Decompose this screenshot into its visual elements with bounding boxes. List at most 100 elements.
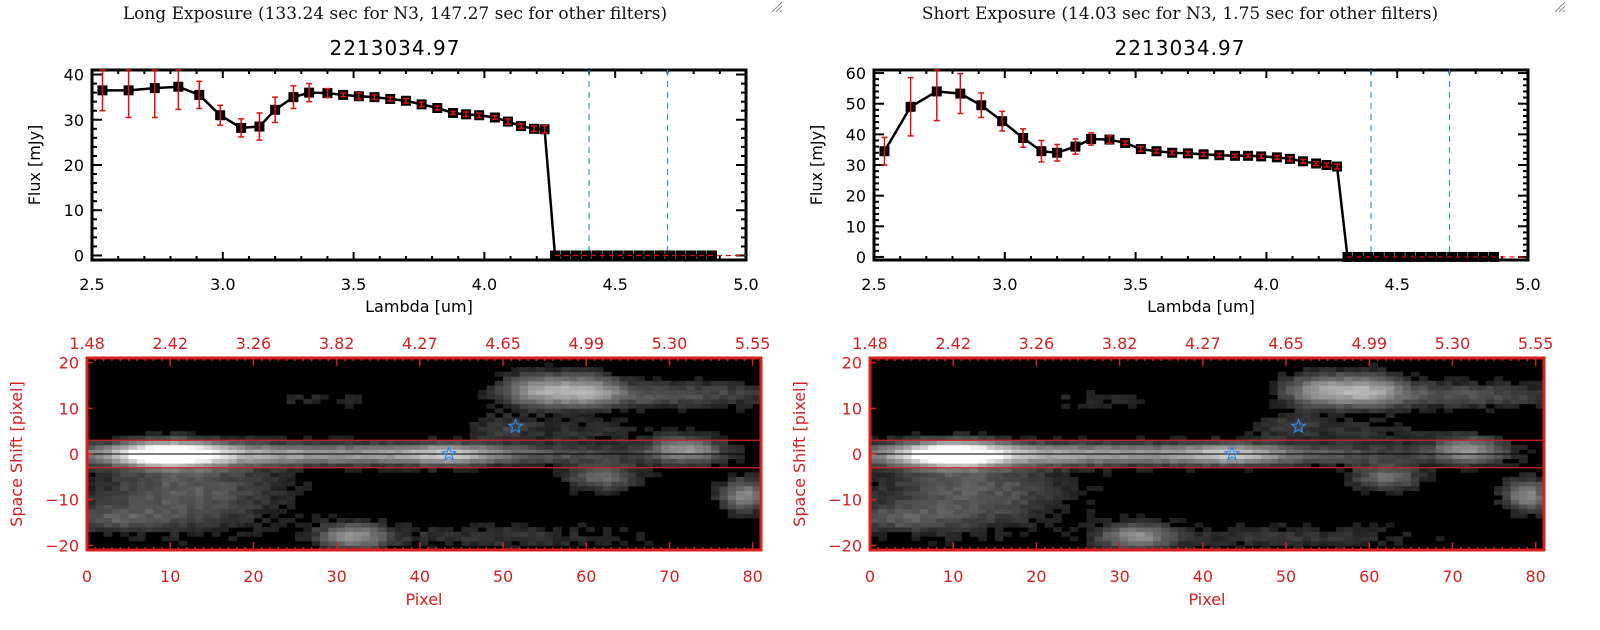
image-pixel	[386, 527, 396, 533]
image-pixel	[744, 490, 754, 496]
image-pixel	[1410, 472, 1420, 478]
image-pixel	[986, 513, 996, 519]
image-pixel	[1360, 463, 1370, 469]
image-pixel	[161, 481, 171, 487]
image-pixel	[1402, 481, 1412, 487]
image-pixel	[1028, 513, 1037, 519]
image-pixel	[87, 476, 96, 482]
image-pixel	[111, 435, 121, 441]
image-pixel	[1444, 444, 1453, 450]
image-pixel	[353, 522, 362, 528]
image-pixel	[1269, 454, 1279, 459]
image-pixel	[228, 435, 238, 441]
image-pixel	[319, 394, 329, 400]
image-pixel	[1360, 540, 1370, 546]
image-pixel	[136, 495, 146, 501]
image-pixel	[1410, 399, 1420, 405]
image-pixel	[594, 444, 604, 450]
image-pixel	[261, 454, 271, 459]
image-pixel	[444, 463, 454, 469]
image-pixel	[969, 490, 979, 496]
image-pixel	[886, 504, 896, 510]
image-pixel	[1419, 449, 1428, 455]
image-pixel	[669, 454, 679, 459]
image-pixel	[186, 513, 196, 519]
image-pixel	[461, 454, 471, 459]
resize-grip-icon[interactable]	[770, 0, 782, 12]
image-pixel	[270, 481, 279, 487]
image-pixel	[494, 531, 504, 537]
image-pixel	[461, 463, 471, 469]
image-pixel	[1385, 467, 1395, 473]
image-pixel	[1452, 431, 1462, 437]
image-pixel	[1527, 399, 1537, 405]
image-pixel	[644, 463, 654, 469]
image-pixel	[1502, 390, 1512, 395]
image-pixel	[1419, 458, 1428, 464]
image-pixel	[1294, 390, 1304, 395]
image-pixel	[128, 476, 138, 482]
image-pixel	[120, 454, 130, 459]
image-pixel	[486, 394, 496, 400]
image-pixel	[1053, 476, 1062, 482]
image-pixel	[1269, 399, 1279, 405]
image-pixel	[111, 495, 121, 501]
image-pixel	[552, 440, 562, 446]
image-pixel	[478, 463, 487, 469]
image-pixel	[719, 394, 729, 400]
image-pixel	[886, 472, 896, 478]
image-pixel	[1169, 545, 1179, 551]
image-pixel	[286, 454, 296, 459]
image-pixel	[519, 385, 529, 391]
image-pixel	[236, 481, 246, 487]
image-pixel	[969, 454, 979, 459]
image-pixel	[186, 444, 196, 450]
image-pixel	[911, 431, 921, 437]
image-pixel	[1094, 536, 1104, 542]
image-pixel	[295, 513, 304, 519]
image-pixel	[919, 435, 929, 441]
image-pixel	[878, 440, 888, 446]
image-pixel	[1161, 458, 1170, 464]
image-pixel	[919, 444, 929, 450]
image-pixel	[1294, 399, 1304, 405]
image-pixel	[369, 449, 379, 455]
image-pixel	[103, 490, 113, 496]
image-pixel	[1286, 454, 1295, 459]
image-pixel	[619, 431, 629, 437]
image-pixel	[586, 385, 595, 391]
image-pixel	[1402, 454, 1412, 459]
image-pixel	[594, 540, 604, 546]
image-pixel	[636, 444, 645, 450]
image-pixel	[1394, 385, 1403, 391]
image-pixel	[461, 536, 471, 542]
image-pixel	[644, 472, 654, 478]
image-pixel	[278, 481, 288, 487]
image-pixel	[1261, 527, 1270, 533]
image-pixel	[419, 440, 429, 446]
image-pixel	[577, 380, 587, 386]
image-pixel	[170, 508, 179, 514]
image-pixel	[961, 499, 971, 505]
image-pixel	[111, 504, 121, 510]
image-pixel	[961, 444, 971, 450]
image-pixel	[1011, 440, 1021, 446]
image-pixel	[569, 431, 579, 437]
image-pixel	[178, 440, 188, 446]
image-pixel	[494, 435, 504, 441]
image-pixel	[636, 385, 645, 391]
image-pixel	[428, 527, 437, 533]
image-pixel	[536, 454, 546, 459]
resize-grip-icon[interactable]	[1553, 0, 1565, 12]
image-pixel	[1019, 513, 1029, 519]
image-pixel	[519, 463, 529, 469]
image-pixel	[727, 394, 737, 400]
image-pixel	[1186, 440, 1195, 446]
image-pixel	[336, 531, 346, 537]
image-pixel	[961, 504, 971, 510]
image-pixel	[969, 518, 979, 523]
image-pixel	[611, 440, 620, 446]
image-pixel	[1269, 444, 1279, 450]
image-pixel	[1360, 385, 1370, 391]
image-pixel	[978, 472, 987, 478]
